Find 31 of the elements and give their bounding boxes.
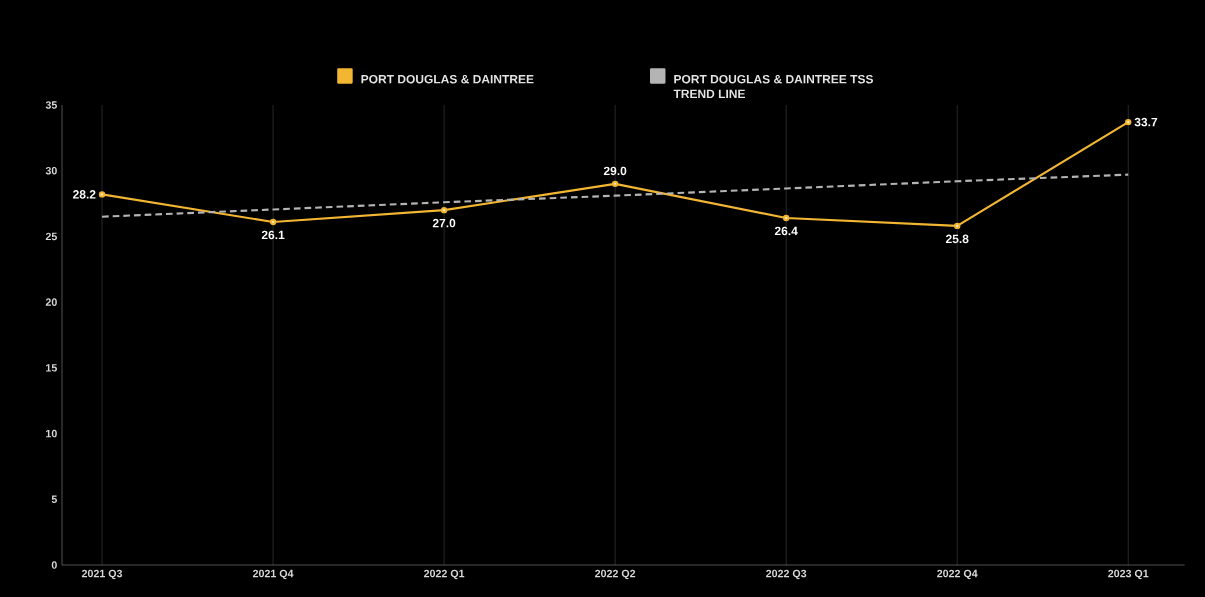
- y-tick-label: 15: [46, 364, 57, 372]
- point: [440, 206, 448, 214]
- x-tick-label: 2022 Q2: [595, 569, 636, 580]
- y-tick-label: 35: [45, 101, 57, 109]
- point: [611, 180, 619, 188]
- data-label: 33.7: [1134, 117, 1158, 127]
- x-tick-label: 2023 Q1: [1108, 569, 1149, 580]
- y-tick-label: 25: [45, 232, 57, 241]
- x-tick-label: 2021 Q4: [252, 569, 294, 580]
- x-tick-label: 2022 Q1: [424, 569, 465, 580]
- y-tick-label: 5: [51, 495, 57, 504]
- data-label: 27.0: [432, 218, 456, 228]
- x-tick-label: 2022 Q4: [937, 569, 978, 580]
- y-tick-label: 20: [45, 298, 57, 306]
- y-tick-label: 30: [45, 166, 57, 175]
- x-tick-label: 2022 Q3: [766, 569, 807, 580]
- y-tick-label: 0: [51, 561, 57, 569]
- x-tick-label: 2021 Q3: [81, 569, 123, 580]
- y-tick-label: 10: [46, 429, 57, 438]
- legend-label: PORT DOUGLAS & DAINTREE TSS TREND LINE: [673, 74, 873, 98]
- data-label: 25.8: [945, 234, 969, 244]
- point: [98, 191, 106, 198]
- data-label: 26.4: [774, 226, 798, 236]
- point: [782, 214, 790, 222]
- point: [269, 218, 277, 226]
- data-label: 29.0: [603, 166, 627, 176]
- point: [954, 222, 961, 230]
- data-label: 26.1: [261, 230, 285, 240]
- data-label: 28.2: [73, 190, 96, 199]
- point: [1125, 118, 1132, 126]
- legend-label: PORT DOUGLAS & DAINTREE: [361, 74, 534, 84]
